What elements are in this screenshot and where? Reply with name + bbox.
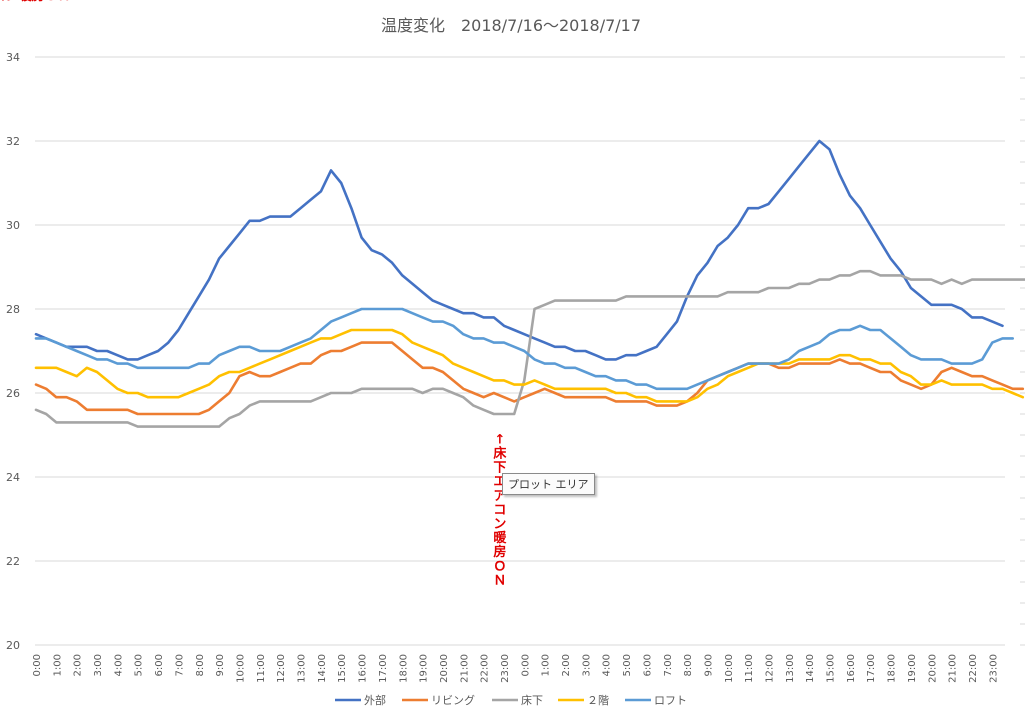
annotation-text: ↑床下エアコン暖房ＯＮ↑床下エアコン暖房ＯＮ (0, 0, 507, 588)
x-tick-label: 2:00 (561, 654, 572, 676)
x-tick-label: 15:00 (826, 654, 837, 683)
x-tick-label: 15:00 (337, 654, 348, 683)
x-tick-label: 5:00 (622, 654, 633, 676)
plot-area-tooltip: プロット エリア (502, 473, 595, 495)
y-tick-label: 24 (6, 471, 20, 484)
x-tick-label: 3:00 (581, 654, 592, 676)
x-tick-label: 8:00 (195, 654, 206, 676)
x-tick-label: 14:00 (317, 654, 328, 683)
y-tick-label: 32 (6, 135, 20, 148)
y-tick-label: 26 (6, 387, 20, 400)
x-tick-label: 2:00 (73, 654, 84, 676)
legend-label-3: ２階 (587, 693, 609, 707)
x-tick-label: 6:00 (154, 654, 165, 676)
x-tick-label: 1:00 (52, 654, 63, 676)
x-axis-ticks: 0:00 1:00 2:00 3:00 4:00 5:00 6:00 7:00 8:00 9:00… (32, 654, 999, 683)
legend: 外部 リビング 床下 ２階 ロフト (335, 693, 687, 707)
legend-label-0: 外部 (364, 693, 386, 707)
series-line-1[interactable] (34, 341, 1025, 416)
x-tick-label: 1:00 (541, 654, 552, 676)
x-tick-label: 0:00 (32, 654, 43, 676)
x-tick-label: 18:00 (887, 654, 898, 683)
x-tick-label: 16:00 (358, 654, 369, 683)
legend-label-1: リビング (431, 693, 475, 707)
y-tick-label: 28 (6, 303, 20, 316)
x-tick-label: 7:00 (174, 654, 185, 676)
x-tick-label: 22:00 (480, 654, 491, 683)
x-tick-label: 4:00 (602, 654, 613, 676)
x-tick-label: 14:00 (805, 654, 816, 683)
x-tick-label: 17:00 (378, 654, 389, 683)
legend-label-2: 床下 (521, 693, 543, 707)
x-tick-label: 13:00 (785, 654, 796, 683)
x-tick-label: 12:00 (276, 654, 287, 683)
x-tick-label: 16:00 (846, 654, 857, 683)
x-tick-label: 8:00 (683, 654, 694, 676)
x-tick-label: 11:00 (256, 654, 267, 683)
series-line-3[interactable] (34, 328, 1025, 403)
x-tick-label: 11:00 (744, 654, 755, 683)
x-tick-label: 18:00 (398, 654, 409, 683)
x-tick-label: 21:00 (459, 654, 470, 683)
x-tick-label: 3:00 (93, 654, 104, 676)
x-tick-label: 23:00 (988, 654, 999, 683)
plot-area[interactable] (34, 139, 1025, 428)
y-tick-label: 22 (6, 555, 20, 568)
series-line-0[interactable] (34, 139, 1004, 361)
chart-title: 温度変化 2018/7/16～2018/7/17 (381, 16, 641, 35)
legend-label-4: ロフト (654, 694, 687, 707)
x-tick-label: 22:00 (968, 654, 979, 683)
x-tick-label: 7:00 (663, 654, 674, 676)
x-tick-label: 12:00 (765, 654, 776, 683)
series-line-2[interactable] (34, 269, 1025, 428)
x-tick-label: 0:00 (520, 654, 531, 676)
y-tick-label: 34 (6, 51, 20, 64)
x-tick-label: 5:00 (134, 654, 145, 676)
x-tick-label: 21:00 (948, 654, 959, 683)
series-line-4[interactable] (34, 307, 1015, 391)
x-tick-label: 10:00 (235, 654, 246, 683)
x-tick-label: 9:00 (215, 654, 226, 676)
x-tick-label: 4:00 (113, 654, 124, 676)
y-axis-ticks: 20 22 24 26 28 30 32 34 (6, 51, 20, 652)
x-tick-label: 19:00 (907, 654, 918, 683)
x-tick-label: 20:00 (439, 654, 450, 683)
y-tick-label: 20 (6, 639, 20, 652)
x-tick-label: 23:00 (500, 654, 511, 683)
x-tick-label: 10:00 (724, 654, 735, 683)
x-tick-label: 19:00 (419, 654, 430, 683)
annotation-layer: ↑床下エアコン暖房ＯＮ↑床下エアコン暖房ＯＮ (0, 0, 507, 588)
x-tick-label: 17:00 (866, 654, 877, 683)
x-tick-label: 9:00 (703, 654, 714, 676)
x-tick-label: 13:00 (297, 654, 308, 683)
grid-lines (35, 56, 1025, 646)
x-tick-label: 6:00 (642, 654, 653, 676)
y-tick-label: 30 (6, 219, 20, 232)
x-tick-label: 20:00 (927, 654, 938, 683)
